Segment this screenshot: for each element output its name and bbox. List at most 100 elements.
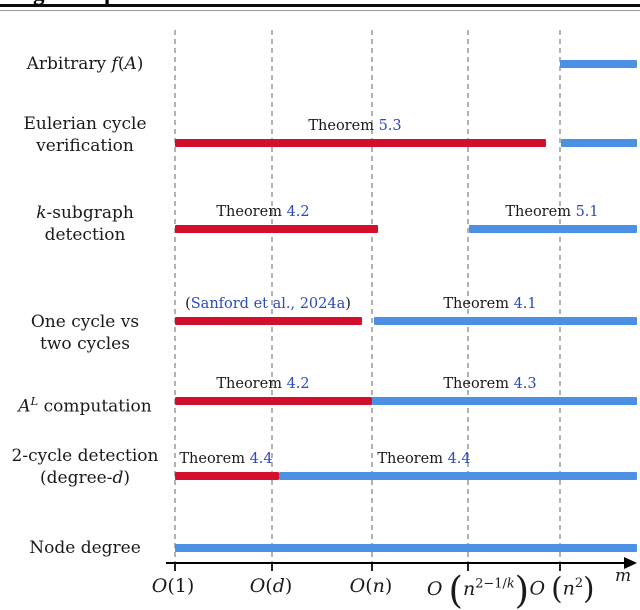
- text-segment: k: [506, 576, 515, 592]
- one-cycle-vs-two-cycles-annotation-0: (Sanford et al., 2024a): [173, 296, 363, 313]
- text-segment: (: [117, 54, 125, 74]
- reference-link[interactable]: 4.3: [513, 376, 537, 392]
- arbitrary-f-A-blue-bar: [560, 60, 637, 68]
- text-segment: ): [384, 575, 393, 597]
- gridline-4: [559, 30, 561, 562]
- text-segment: Theorem: [505, 204, 576, 220]
- text-segment: Theorem: [308, 118, 379, 134]
- k-subgraph-detection-red-bar: [175, 225, 378, 233]
- x-axis-tick-0: [174, 563, 176, 571]
- text-segment: computation: [38, 396, 152, 417]
- two-cycle-detection-degree-d-red-bar: [175, 472, 279, 480]
- text-segment: Arbitrary: [26, 54, 112, 74]
- eulerian-cycle-verification-annotation-0: Theorem 5.3: [260, 118, 450, 135]
- x-axis-tick-label-3: O (n2−1/k): [403, 572, 553, 609]
- text-segment: (: [448, 569, 463, 610]
- eulerian-cycle-verification-red-bar: [175, 139, 546, 147]
- text-segment: 2−1/: [475, 576, 507, 592]
- text-segment: (: [365, 575, 373, 597]
- row-label-eulerian-cycle-verification: Eulerian cycle verification: [0, 113, 170, 157]
- reference-link[interactable]: 4.1: [513, 296, 537, 312]
- text-segment: ): [136, 54, 144, 74]
- text-segment: O: [529, 577, 546, 600]
- reference-link[interactable]: Sanford et al., 2024a: [190, 296, 346, 312]
- text-segment: n: [562, 577, 575, 600]
- text-segment: O: [151, 575, 168, 597]
- reference-link[interactable]: 4.4: [249, 451, 273, 467]
- text-segment: Eulerian cycle: [23, 114, 147, 134]
- text-segment: ): [284, 575, 293, 597]
- A-L-computation-red-bar: [175, 397, 372, 405]
- row-label-A-L-computation: AL computation: [0, 390, 170, 418]
- k-subgraph-detection-annotation-0: Theorem 4.2: [168, 204, 358, 221]
- reference-link[interactable]: 4.4: [447, 451, 471, 467]
- row-label-line: (degree-d): [0, 467, 170, 489]
- A-L-computation-annotation-0: Theorem 4.2: [168, 376, 358, 393]
- text-segment: 2-cycle detection: [11, 446, 159, 466]
- row-label-line: One cycle vs: [0, 311, 170, 333]
- text-segment: f: [111, 54, 118, 74]
- two-cycle-detection-degree-d-blue-bar: [279, 472, 637, 480]
- text-segment: Node degree: [29, 538, 141, 558]
- one-cycle-vs-two-cycles-blue-bar: [374, 317, 637, 325]
- eulerian-cycle-verification-blue-bar: [561, 139, 637, 147]
- A-L-computation-blue-bar: [372, 397, 637, 405]
- x-axis-arrow-icon: [624, 557, 637, 569]
- text-segment: ): [514, 569, 530, 610]
- clipped-header-glyph: g: [33, 0, 45, 4]
- row-label-line: k-subgraph: [0, 202, 170, 224]
- k-subgraph-detection-blue-bar: [469, 225, 637, 233]
- top-rule: [0, 4, 640, 7]
- row-label-one-cycle-vs-two-cycles: One cycle vs two cycles: [0, 311, 170, 355]
- two-cycle-detection-degree-d-annotation-1: Theorem 4.4: [329, 451, 519, 468]
- x-axis-tick-label-4: O (n2): [487, 572, 637, 604]
- gridline-3: [467, 30, 469, 562]
- text-segment: verification: [36, 136, 134, 156]
- text-segment: 2: [574, 576, 584, 591]
- text-segment: (1): [167, 575, 195, 597]
- text-segment: (degree-: [40, 468, 113, 488]
- text-segment: ): [345, 296, 351, 312]
- x-axis-tick-label-2: O(n): [296, 574, 446, 598]
- text-segment: k: [36, 203, 47, 223]
- row-label-line: verification: [0, 135, 170, 157]
- text-segment: One cycle vs: [30, 312, 140, 332]
- x-axis-tick-3: [467, 563, 469, 571]
- row-label-line: Eulerian cycle: [0, 113, 170, 135]
- row-label-two-cycle-detection-degree-d: 2-cycle detection (degree-d): [0, 445, 170, 489]
- x-axis-label: m: [615, 566, 632, 586]
- text-segment: O: [249, 575, 266, 597]
- row-label-k-subgraph-detection: k-subgraph detection: [0, 202, 170, 246]
- text-segment: d: [112, 468, 124, 488]
- reference-link[interactable]: 5.3: [378, 118, 402, 134]
- text-segment: A: [124, 54, 137, 74]
- text-segment: ): [583, 571, 595, 606]
- A-L-computation-annotation-1: Theorem 4.3: [395, 376, 585, 393]
- node-degree-blue-bar: [175, 544, 637, 552]
- reference-link[interactable]: 4.2: [286, 376, 310, 392]
- reference-link[interactable]: 5.1: [575, 204, 599, 220]
- text-segment: O: [349, 575, 366, 597]
- text-segment: Theorem: [179, 451, 250, 467]
- clipped-header-glyph: p: [104, 0, 117, 4]
- gridline-1: [271, 30, 273, 562]
- one-cycle-vs-two-cycles-red-bar: [175, 317, 362, 325]
- gridline-2: [371, 30, 373, 562]
- row-label-line: AL computation: [0, 390, 170, 418]
- one-cycle-vs-two-cycles-annotation-1: Theorem 4.1: [395, 296, 585, 313]
- text-segment: A: [18, 396, 31, 417]
- x-axis-line: [166, 562, 627, 564]
- text-segment: Theorem: [377, 451, 448, 467]
- text-segment: (: [185, 296, 191, 312]
- text-segment: (: [265, 575, 273, 597]
- text-segment: detection: [44, 225, 126, 245]
- x-axis-tick-4: [559, 563, 561, 571]
- x-axis-tick-2: [371, 563, 373, 571]
- text-segment: -subgraph: [46, 203, 134, 223]
- row-label-arbitrary-f-A: Arbitrary f(A): [0, 53, 170, 75]
- text-segment: ): [123, 468, 130, 488]
- text-segment: (: [551, 571, 563, 606]
- gridline-0: [174, 30, 176, 562]
- reference-link[interactable]: 4.2: [286, 204, 310, 220]
